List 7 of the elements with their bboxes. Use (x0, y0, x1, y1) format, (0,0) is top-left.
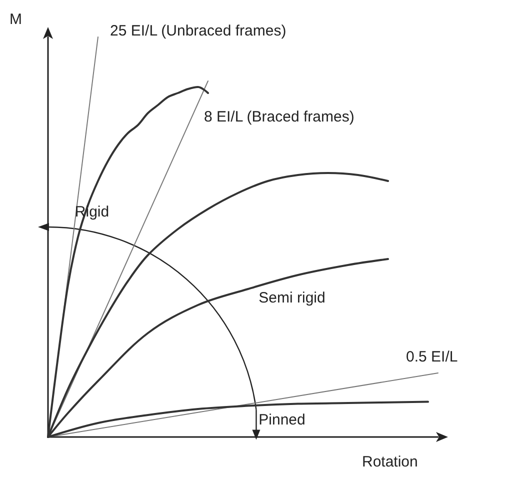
series-label: 8 EI/L (Braced frames) (204, 108, 354, 126)
annotation: Pinned (258, 412, 306, 428)
annotation: Semi rigid (258, 290, 326, 306)
series-label: 0.5 EI/L (406, 348, 458, 366)
x-axis-title: Rotation (362, 454, 418, 470)
series-label: 25 EI/L (Unbraced frames) (110, 22, 286, 40)
y-axis-title: M (10, 11, 22, 28)
